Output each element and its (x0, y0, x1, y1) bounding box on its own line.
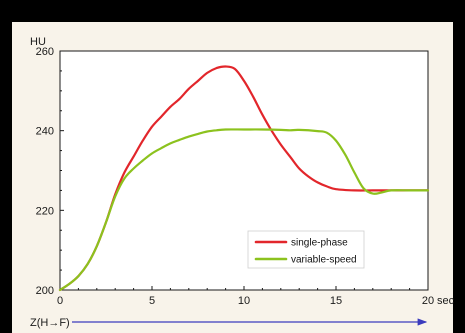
legend-label: single-phase (291, 238, 348, 249)
x-tick-label: 20 (422, 295, 434, 307)
x-tick-label: 0 (57, 295, 63, 307)
x-tick-label: 10 (238, 295, 250, 307)
series-line-variable-speed (58, 128, 430, 292)
x-axis-caption: Z(H→F) (30, 317, 70, 329)
y-axis-unit: HU (30, 36, 46, 48)
x-tick-label: 15 (330, 295, 342, 307)
legend-box (247, 230, 365, 269)
y-tick-label: 220 (36, 205, 54, 217)
y-tick-label: 260 (36, 46, 54, 58)
x-axis-unit: sec (437, 295, 455, 307)
legend-label: variable-speed (291, 255, 357, 266)
y-tick-label: 200 (36, 285, 54, 297)
x-tick-label: 5 (149, 295, 155, 307)
plot-area (59, 50, 429, 291)
y-tick-label: 240 (36, 126, 54, 138)
